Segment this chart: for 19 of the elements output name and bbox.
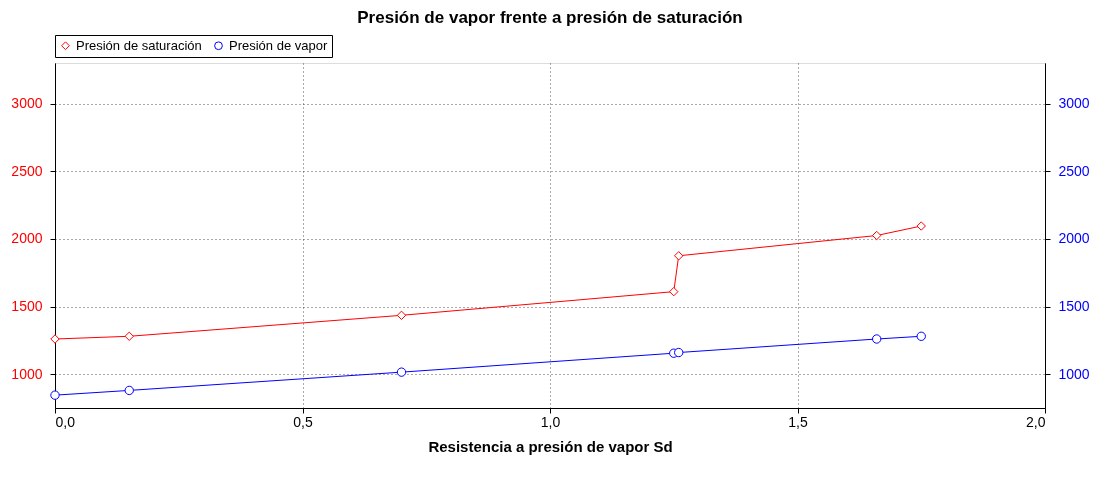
legend-label: Presión de saturación (76, 37, 202, 53)
legend-label: Presión de vapor (229, 37, 328, 53)
y2-tick-label: 2500 (1058, 162, 1090, 179)
y-tick-label: 3000 (11, 95, 43, 112)
x-axis-title: Resistencia a presión de vapor Sd (428, 437, 673, 455)
y2-tick-label: 2000 (1058, 230, 1090, 247)
y2-tick-label: 3000 (1058, 95, 1090, 112)
y-tick-label: 2500 (11, 162, 43, 179)
y2-tick-label: 1000 (1058, 365, 1090, 382)
x-tick-label: 0,0 (55, 413, 76, 430)
y-tick-label: 1000 (11, 365, 43, 382)
y-tick-label: 1500 (11, 298, 43, 315)
x-tick-label: 2,0 (1026, 413, 1046, 430)
x-tick-label: 0,5 (293, 413, 313, 430)
x-tick-label: 1,5 (788, 413, 808, 430)
x-tick-label: 1,0 (540, 413, 561, 430)
y-tick-label: 2000 (11, 230, 43, 247)
chart-title: Presión de vapor frente a presión de saturación (357, 7, 743, 27)
y2-tick-label: 1500 (1058, 298, 1090, 315)
